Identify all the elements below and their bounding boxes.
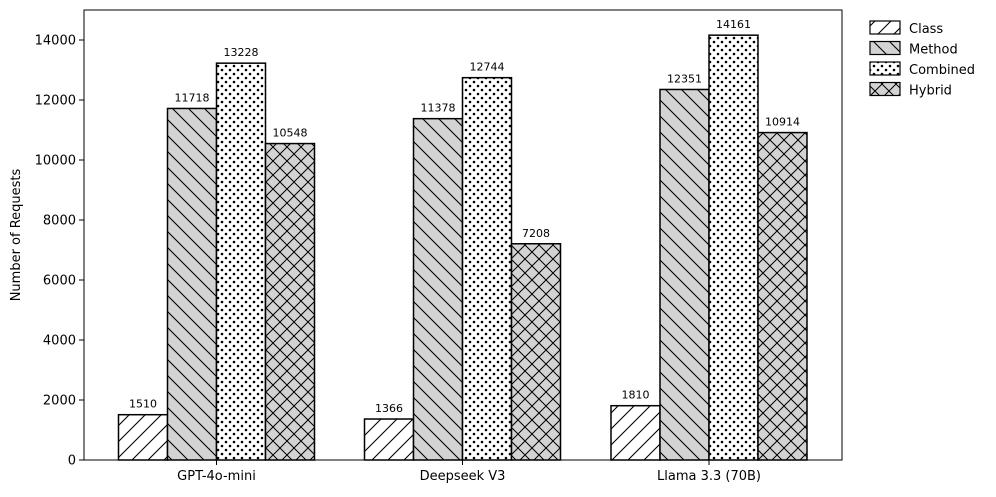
y-tick-label: 6000 bbox=[43, 274, 76, 289]
bar-value-label: 12744 bbox=[470, 61, 505, 74]
bar-value-label: 11378 bbox=[421, 102, 456, 115]
x-axis: GPT-4o-mini Deepseek V3 Llama 3.3 (70B) bbox=[177, 460, 761, 484]
x-tick-label: Deepseek V3 bbox=[420, 469, 506, 484]
y-tick-label: 0 bbox=[68, 454, 76, 469]
bar-value-label: 1810 bbox=[622, 389, 650, 402]
legend: Class Method Combined Hybrid bbox=[869, 20, 975, 99]
bar-value-label: 1366 bbox=[375, 402, 403, 415]
y-tick-label: 2000 bbox=[43, 394, 76, 409]
bars-layer bbox=[117, 34, 808, 461]
bar-method-1 bbox=[412, 117, 464, 461]
y-tick-label: 14000 bbox=[35, 34, 76, 49]
bar-method-0 bbox=[166, 107, 218, 461]
y-tick-label: 8000 bbox=[43, 214, 76, 229]
bar-value-label: 12351 bbox=[667, 72, 702, 85]
y-tick-label: 4000 bbox=[43, 334, 76, 349]
bar-class-0 bbox=[117, 413, 169, 461]
bar-value-label: 14161 bbox=[716, 18, 751, 31]
y-tick-label: 10000 bbox=[35, 154, 76, 169]
bar-combined-0 bbox=[215, 62, 267, 461]
legend-swatch-combined bbox=[869, 61, 901, 76]
x-tick-label: GPT-4o-mini bbox=[177, 469, 256, 484]
legend-label-combined: Combined bbox=[909, 63, 975, 78]
bar-method-2 bbox=[659, 88, 710, 461]
y-axis: 0 2000 4000 6000 8000 10000 12000 14000 bbox=[35, 34, 84, 469]
x-tick-label: Llama 3.3 (70B) bbox=[657, 469, 761, 484]
bar-hybrid-0 bbox=[264, 142, 316, 461]
y-axis-title: Number of Requests bbox=[9, 168, 24, 301]
bar-class-2 bbox=[610, 404, 661, 461]
bar-value-label: 11718 bbox=[175, 91, 210, 104]
legend-swatch-method bbox=[869, 40, 901, 56]
bar-hybrid-1 bbox=[510, 243, 562, 461]
legend-swatch-hybrid bbox=[869, 81, 901, 97]
legend-swatch-class bbox=[869, 20, 901, 35]
bar-value-label: 10914 bbox=[765, 116, 800, 129]
bar-combined-1 bbox=[461, 76, 513, 461]
bar-value-label: 1510 bbox=[129, 398, 157, 411]
bar-combined-2 bbox=[708, 34, 759, 461]
legend-label-class: Class bbox=[909, 22, 943, 37]
bar-hybrid-2 bbox=[757, 131, 808, 461]
bar-value-label: 10548 bbox=[273, 127, 308, 140]
bar-class-1 bbox=[363, 418, 415, 461]
bar-value-label: 7208 bbox=[522, 227, 550, 240]
bar-value-label: 13228 bbox=[224, 46, 259, 59]
legend-label-hybrid: Hybrid bbox=[909, 84, 952, 99]
legend-label-method: Method bbox=[909, 43, 958, 58]
y-tick-label: 12000 bbox=[35, 94, 76, 109]
bar-value-labels: 1510 11718 13228 10548 1366 11378 12744 7208 181… bbox=[129, 18, 800, 415]
